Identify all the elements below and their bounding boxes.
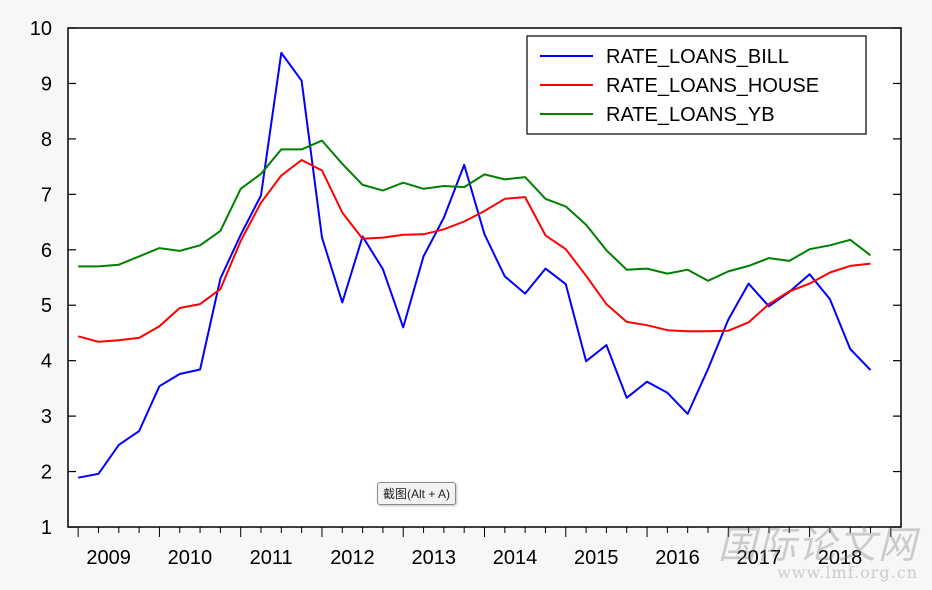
y-tick-label: 4 (41, 351, 52, 373)
y-tick-label: 2 (41, 462, 52, 484)
watermark: 国际论文网 www.lmf.org.cn (718, 514, 918, 582)
y-tick-label: 6 (41, 240, 52, 262)
y-tick-label: 10 (30, 18, 52, 40)
y-tick-label: 1 (41, 517, 52, 539)
x-tick-label: 2018 (818, 547, 863, 569)
y-tick-label: 9 (41, 73, 52, 95)
legend-label: RATE_LOANS_YB (606, 104, 775, 126)
x-tick-label: 2017 (737, 547, 782, 569)
x-tick-label: 2010 (168, 547, 213, 569)
y-tick-label: 7 (41, 184, 52, 206)
legend-label: RATE_LOANS_HOUSE (606, 75, 819, 97)
screenshot-tooltip: 截图(Alt + A) (377, 482, 457, 505)
series-line-rate-loans-yb (78, 139, 872, 282)
series-line-rate-loans-house (77, 159, 871, 343)
y-tick-label: 8 (41, 129, 52, 151)
watermark-url: www.lmf.org.cn (777, 563, 918, 582)
x-tick-label: 2009 (86, 547, 131, 569)
legend: RATE_LOANS_BILL RATE_LOANS_HOUSE RATE_LOAN… (526, 35, 867, 135)
series-line-rate-loans-bill (78, 51, 872, 479)
x-tick-label: 2014 (493, 547, 538, 569)
x-axis: 2009 2010 2011 2012 2013 2014 2015 2016 2017 2018 (77, 527, 892, 569)
x-tick-label: 2013 (411, 547, 456, 569)
x-tick-label: 2016 (655, 547, 700, 569)
y-axis: 1 2 3 4 5 6 7 8 9 10 (30, 18, 901, 539)
y-tick-label: 3 (41, 406, 52, 428)
legend-label: RATE_LOANS_BILL (606, 46, 789, 68)
x-tick-label: 2011 (250, 547, 293, 569)
x-tick-label: 2015 (574, 547, 619, 569)
watermark-title: 国际论文网 (717, 523, 918, 567)
x-tick-label: 2012 (330, 547, 375, 569)
series-lines (77, 51, 872, 479)
y-tick-label: 5 (41, 295, 52, 317)
